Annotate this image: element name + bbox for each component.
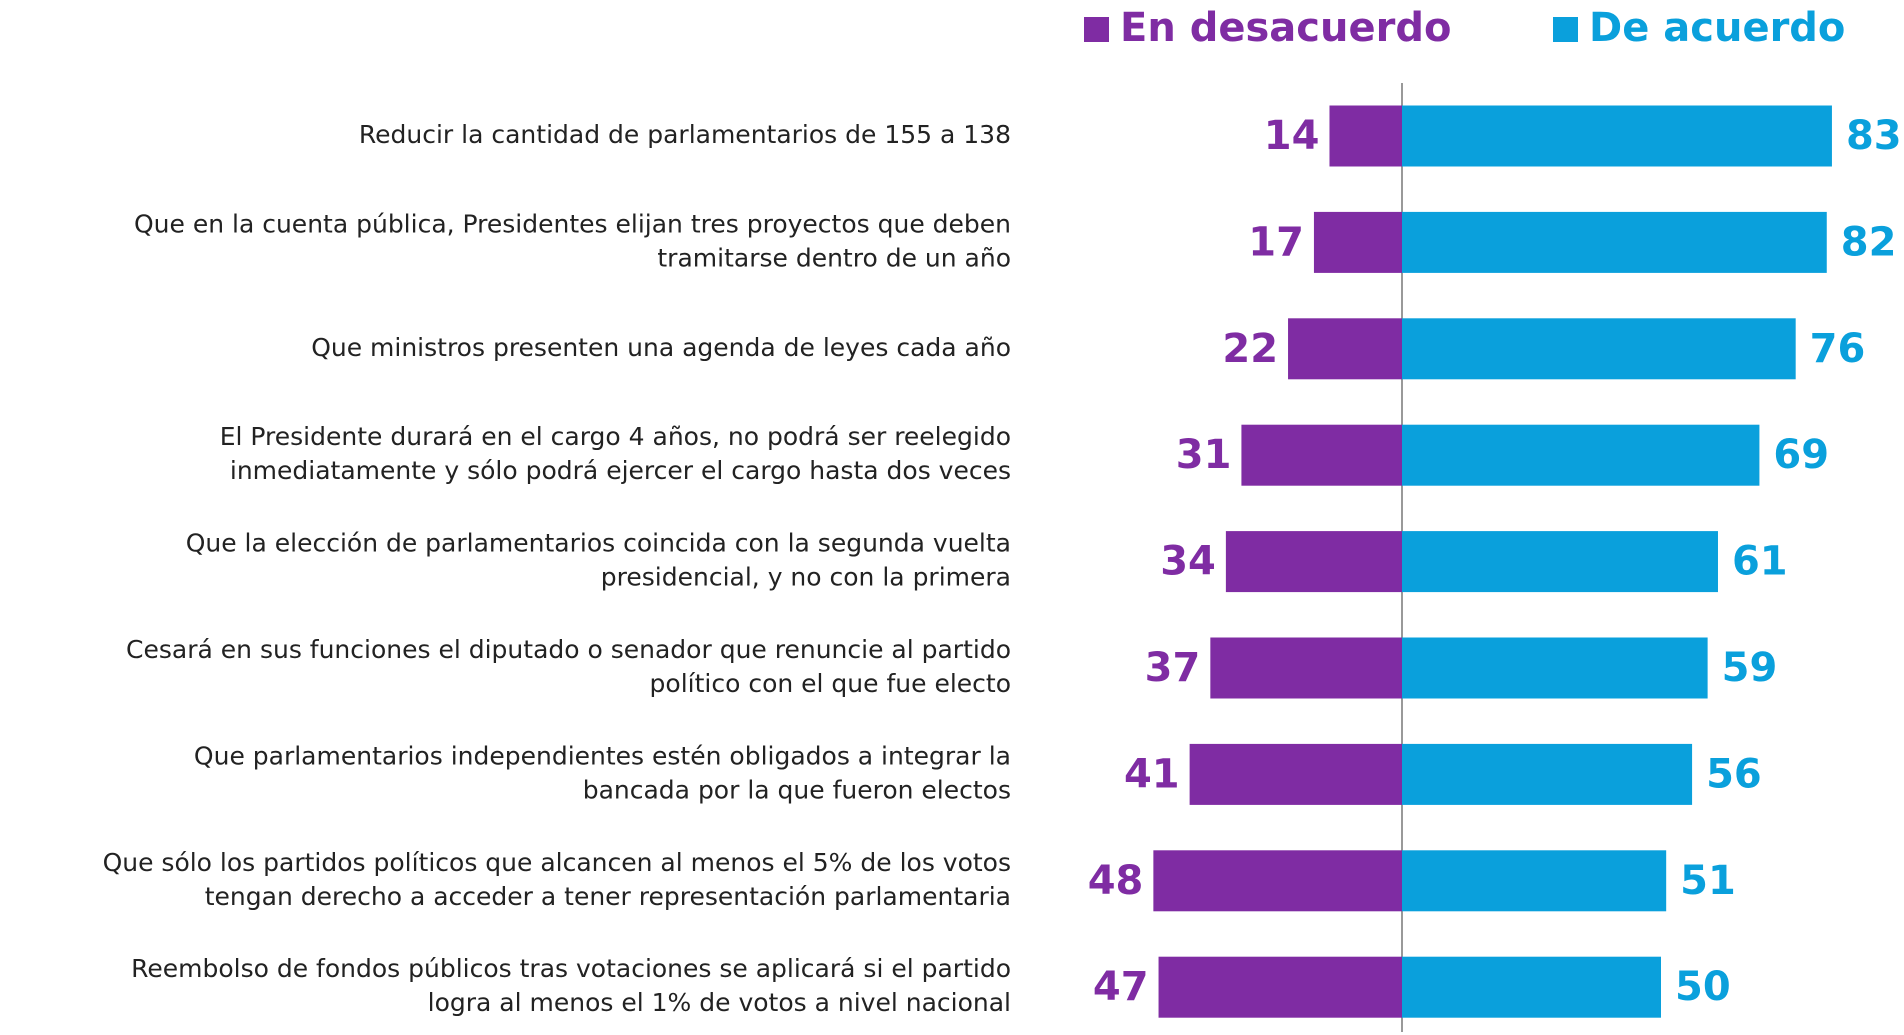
value-label: 69	[1773, 432, 1829, 478]
value-label: 14	[1264, 113, 1320, 159]
value-label: 48	[1088, 858, 1144, 904]
bar	[1402, 318, 1796, 380]
legend-label: De acuerdo	[1589, 5, 1845, 51]
category-label: logra al menos el 1% de votos a nivel na…	[428, 988, 1011, 1017]
category-label: Que sólo los partidos políticos que alca…	[103, 848, 1011, 877]
category-label: tramitarse dentro de un año	[657, 243, 1011, 272]
bar	[1153, 850, 1402, 912]
value-label: 56	[1706, 751, 1762, 797]
value-label: 37	[1145, 645, 1201, 691]
category-label: inmediatamente y sólo podrá ejercer el c…	[230, 456, 1011, 485]
category-label: Cesará en sus funciones el diputado o se…	[126, 635, 1011, 664]
value-label: 50	[1675, 964, 1731, 1010]
legend-label: En desacuerdo	[1120, 5, 1451, 51]
bar	[1402, 743, 1693, 805]
category-label: Reducir la cantidad de parlamentarios de…	[359, 120, 1011, 149]
bar	[1402, 956, 1661, 1018]
category-label: Reembolso de fondos públicos tras votaci…	[131, 954, 1011, 983]
category-label: Que la elección de parlamentarios coinci…	[186, 529, 1011, 558]
bar	[1402, 637, 1708, 699]
bar	[1402, 105, 1832, 167]
category-label: político con el que fue electo	[650, 669, 1011, 698]
value-label: 17	[1248, 219, 1304, 265]
bar	[1225, 531, 1402, 593]
value-label: 34	[1160, 539, 1216, 585]
bar	[1288, 318, 1402, 380]
bar	[1189, 743, 1402, 805]
bar	[1402, 531, 1718, 593]
bar	[1329, 105, 1402, 167]
value-label: 41	[1124, 751, 1180, 797]
value-label: 61	[1732, 539, 1788, 585]
bar	[1313, 211, 1402, 273]
bar	[1402, 424, 1760, 486]
value-label: 31	[1176, 432, 1232, 478]
category-label: bancada por la que fueron electos	[583, 775, 1011, 804]
value-label: 83	[1846, 113, 1902, 159]
legend-swatch	[1084, 17, 1109, 42]
bar	[1402, 850, 1667, 912]
category-label: Que en la cuenta pública, Presidentes el…	[134, 209, 1011, 238]
value-label: 76	[1810, 326, 1866, 372]
bar	[1402, 211, 1827, 273]
category-label: tengan derecho a acceder a tener represe…	[205, 882, 1011, 911]
value-label: 59	[1722, 645, 1778, 691]
value-label: 82	[1841, 219, 1897, 265]
category-label: Que parlamentarios independientes estén …	[194, 741, 1011, 770]
category-label: presidencial, y no con la primera	[601, 563, 1011, 592]
category-label: El Presidente durará en el cargo 4 años,…	[220, 422, 1011, 451]
value-label: 47	[1093, 964, 1149, 1010]
value-label: 51	[1680, 858, 1736, 904]
category-label: Que ministros presenten una agenda de le…	[311, 333, 1011, 362]
bar	[1210, 637, 1402, 699]
legend-swatch	[1553, 17, 1578, 42]
value-label: 22	[1222, 326, 1278, 372]
bar	[1158, 956, 1402, 1018]
bar	[1241, 424, 1402, 486]
